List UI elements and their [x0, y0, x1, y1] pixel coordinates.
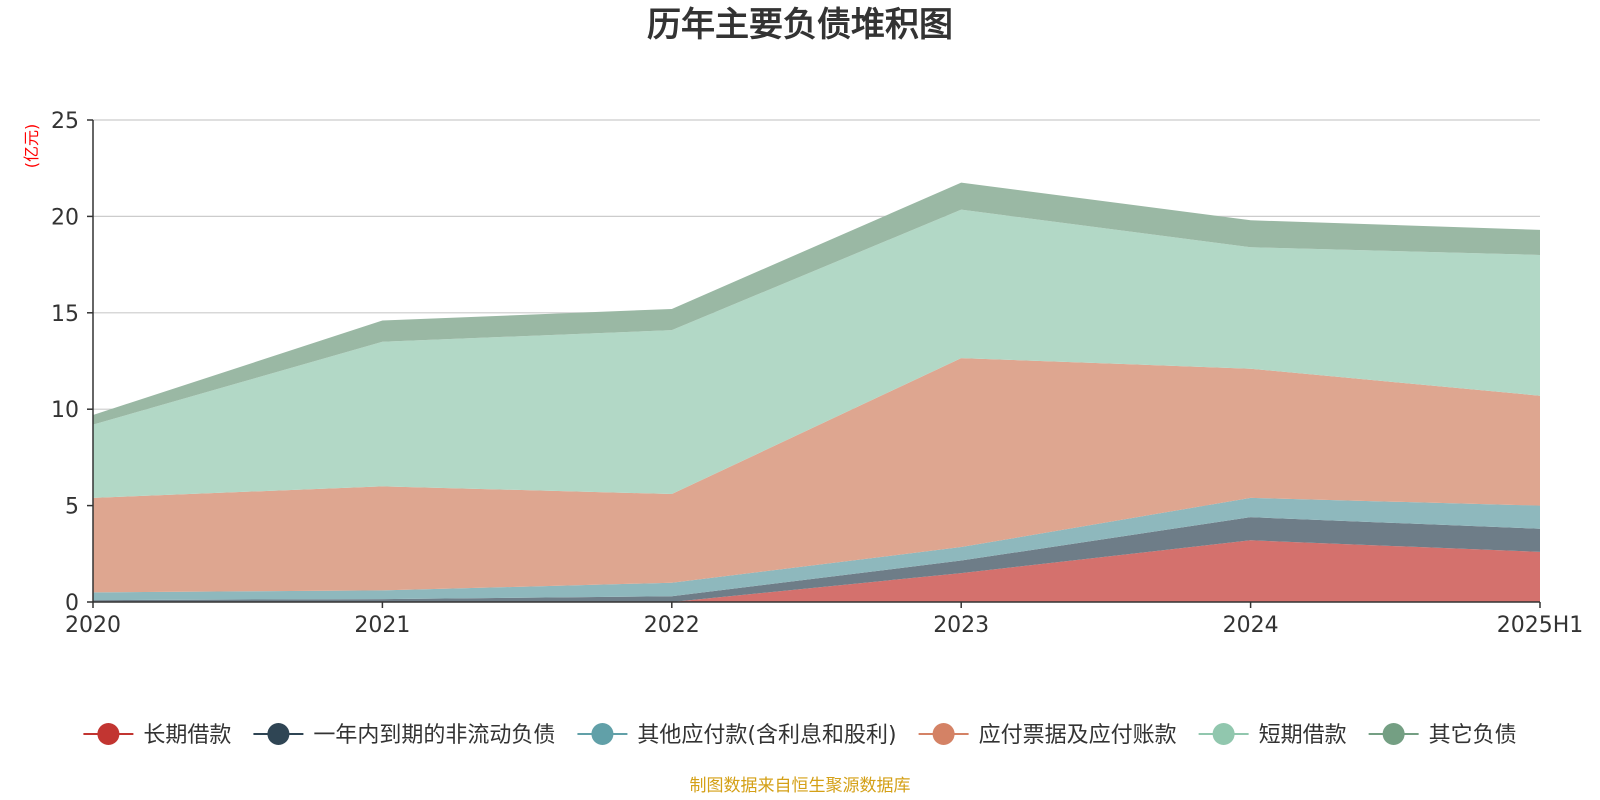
y-tick-label: 0: [65, 591, 79, 616]
area-series-2: [93, 517, 1540, 602]
y-axis-ticks: 0 5 10 15 20 25: [51, 109, 93, 616]
legend-item[interactable]: 长期借款: [83, 723, 231, 748]
legend-item[interactable]: 短期借款: [1198, 723, 1347, 748]
x-tick-label: 2024: [1223, 613, 1279, 638]
axes: [92, 120, 1540, 603]
area-series-5: [93, 209, 1540, 498]
chart-title: 历年主要负债堆积图: [647, 5, 953, 45]
legend-item[interactable]: 一年内到期的非流动负债: [253, 723, 555, 748]
legend-marker: [97, 723, 120, 745]
legend-item[interactable]: 其他应付款(含利息和股利): [577, 723, 897, 748]
area-series-group: [93, 182, 1540, 602]
source-note: 制图数据来自恒生聚源数据库: [690, 776, 911, 796]
x-axis-ticks: 2020 2021 2022 2023 2024 2025H1: [65, 602, 1583, 638]
y-tick-label: 20: [51, 205, 79, 230]
y-tick-label: 5: [65, 495, 79, 520]
legend-marker: [932, 723, 955, 745]
x-tick-label: 2022: [644, 613, 700, 638]
legend-item[interactable]: 应付票据及应付账款: [918, 723, 1177, 748]
x-tick-label: 2021: [354, 613, 410, 638]
x-tick-label: 2025H1: [1497, 613, 1584, 638]
legend-label: 其他应付款(含利息和股利): [637, 723, 896, 748]
y-tick-label: 25: [51, 109, 79, 134]
y-tick-label: 10: [51, 398, 79, 423]
legend-label: 短期借款: [1259, 723, 1347, 748]
legend: 长期借款 一年内到期的非流动负债 其他应付款(含利息和股利) 应付票据及应付账款 短期借…: [83, 723, 1517, 748]
y-tick-label: 15: [51, 302, 79, 327]
x-tick-label: 2020: [65, 613, 121, 638]
legend-marker: [1382, 723, 1405, 745]
legend-item[interactable]: 其它负债: [1368, 723, 1517, 748]
area-series-1: [93, 540, 1540, 602]
area-series-3: [93, 497, 1540, 601]
legend-marker: [267, 723, 290, 745]
legend-label: 其它负债: [1429, 723, 1517, 748]
legend-label: 长期借款: [143, 723, 231, 748]
y-axis-unit-label: (亿元): [22, 124, 41, 169]
x-tick-label: 2023: [933, 613, 989, 638]
legend-label: 一年内到期的非流动负债: [313, 723, 555, 748]
legend-marker: [1212, 723, 1235, 745]
legend-label: 应付票据及应付账款: [979, 723, 1177, 748]
legend-marker: [591, 723, 614, 745]
area-series-4: [93, 358, 1540, 593]
